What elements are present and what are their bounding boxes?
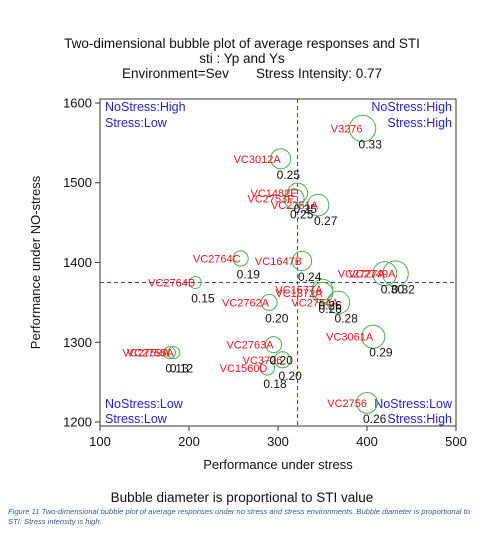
sti-value-label: 0.25 <box>277 168 301 182</box>
chart-titles: Two-dimensional bubble plot of average r… <box>0 36 484 81</box>
point-label: VC1560D <box>220 363 268 375</box>
y-tick-label: 1600 <box>63 95 92 110</box>
bubble <box>259 360 276 376</box>
bubble <box>306 193 330 217</box>
chart-title: Two-dimensional bubble plot of average r… <box>64 36 420 51</box>
sti-value-label: 0.28 <box>335 311 359 325</box>
y-tick-label: 1500 <box>63 175 92 190</box>
stress-intensity-label: Stress Intensity: 0.77 <box>256 66 383 81</box>
point-label: VC2756 <box>327 398 367 410</box>
y-tick-label: 1400 <box>63 255 92 270</box>
bubble <box>273 351 291 369</box>
figure-caption: Figure 11 Two-dimensional bubble plot of… <box>8 507 470 526</box>
quadrant-label-bottom-left-2: Stress:Low <box>105 412 168 426</box>
point-label: VC2727A <box>338 269 386 281</box>
point-label: V3276 <box>331 124 363 136</box>
sti-value-label: 0.29 <box>369 346 393 360</box>
quadrant-label-bottom-left-1: NoStress:Low <box>105 397 184 411</box>
point-label: VC3012A <box>234 154 282 166</box>
bubble <box>283 188 305 210</box>
sti-value-label: 0.26 <box>363 412 387 426</box>
quadrant-label-bottom-right-1: NoStress:Low <box>374 397 453 411</box>
sti-value-label: 0.12 <box>170 362 194 376</box>
bubble <box>232 250 249 267</box>
x-axis-label: Performance under stress <box>203 457 353 472</box>
point-label: VC2749A <box>348 269 396 281</box>
bubble <box>356 391 378 414</box>
point-label: VC2754A <box>291 297 339 309</box>
quadrant-label-top-left-2: Stress:Low <box>105 116 168 130</box>
y-axis-label: Performance under NO-stress <box>28 175 43 349</box>
quadrant-label-top-right-2: Stress:High <box>387 116 452 130</box>
point-label: VC2753F <box>248 194 295 206</box>
point-label: VC1647B <box>255 256 302 268</box>
point-label: VC2763A <box>226 340 274 352</box>
sti-value-label: 0.25 <box>294 202 318 216</box>
point-label: VC1482E <box>250 188 297 200</box>
bubble <box>291 250 313 272</box>
bubble <box>270 148 292 170</box>
bubble <box>382 260 409 287</box>
bubble <box>348 114 377 143</box>
bubble <box>287 182 309 204</box>
point-label: VC2764B <box>148 277 195 289</box>
bubble <box>265 336 283 354</box>
bubble <box>361 324 386 349</box>
x-tick-label: 500 <box>445 434 467 449</box>
environment-label: Environment=Sev <box>122 66 229 81</box>
point-label: VC2764C <box>193 254 241 266</box>
sti-value-label: 0.24 <box>298 270 322 284</box>
x-tick-label: 200 <box>178 434 200 449</box>
quadrant-label-bottom-right-2: Stress:High <box>387 412 452 426</box>
sti-value-label: 0.19 <box>237 268 261 282</box>
point-label: VC1577A <box>275 285 323 297</box>
quadrant-label-top-right-1: NoStress:High <box>371 100 452 114</box>
sti-value-label: 0.30 <box>381 283 405 297</box>
x-tick-label: 100 <box>89 434 111 449</box>
sti-value-label: 0.15 <box>191 291 215 305</box>
y-tick-label: 1300 <box>63 335 92 350</box>
sti-value-label: 0.25 <box>290 208 314 222</box>
sti-value-label: 0.26 <box>319 299 343 313</box>
sti-value-label: 0.20 <box>278 369 302 383</box>
chart-subtitle-row: Environment=Sev Stress Intensity: 0.77 <box>0 66 484 81</box>
point-label: VC3061A <box>326 332 374 344</box>
sti-value-label: 0.20 <box>265 311 289 325</box>
point-label: VC2751A <box>271 200 319 212</box>
point-label: VC3726 <box>243 355 283 367</box>
x-tick-label: 300 <box>267 434 289 449</box>
point-label: VC2755A <box>127 348 175 360</box>
point-label: VC2762A <box>222 297 270 309</box>
chart-subtitle: sti : Yp and Ys <box>199 51 285 66</box>
bubble <box>260 293 278 311</box>
sti-value-label: 0.26 <box>319 302 343 316</box>
sti-value-label: 0.27 <box>314 214 338 228</box>
sti-value-label: 0.32 <box>391 283 415 297</box>
x-tick-label: 400 <box>356 434 378 449</box>
bubble <box>188 275 202 289</box>
bubble-note: Bubble diameter is proportional to STI v… <box>110 490 374 505</box>
bubble <box>326 290 351 315</box>
bubble <box>162 346 176 360</box>
bubble <box>167 346 181 360</box>
point-label: VC1872A <box>275 288 323 300</box>
sti-value-label: 0.13 <box>165 362 189 376</box>
quadrant-label-top-left-1: NoStress:High <box>105 100 186 114</box>
sti-value-label: 0.20 <box>270 354 294 368</box>
bubble <box>372 261 398 287</box>
sti-value-label: 0.33 <box>359 138 383 152</box>
y-tick-label: 1200 <box>63 415 92 430</box>
sti-value-label: 0.18 <box>263 377 287 391</box>
point-label: VC2759A <box>122 348 170 360</box>
